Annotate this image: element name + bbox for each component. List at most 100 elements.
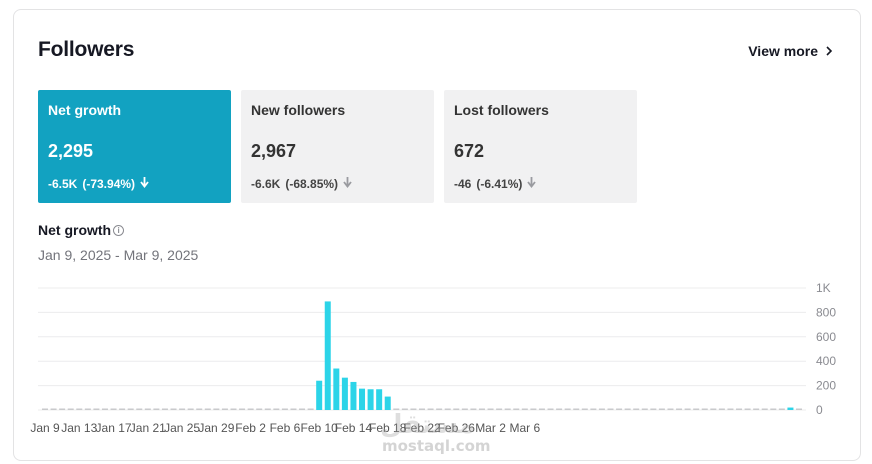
metric-card-lost-followers[interactable]: Lost followers 672 -46 (-6.41%) bbox=[444, 90, 637, 203]
chart-bar[interactable] bbox=[230, 408, 237, 411]
chart-bar[interactable] bbox=[530, 408, 537, 411]
chart-bar[interactable] bbox=[624, 408, 631, 411]
chart-bar[interactable] bbox=[84, 408, 91, 411]
chart-bar[interactable] bbox=[324, 301, 331, 410]
metric-change: -6.5K (-73.94%) bbox=[48, 177, 149, 191]
chart-bar[interactable] bbox=[50, 408, 57, 411]
chart-bar[interactable] bbox=[487, 408, 494, 411]
chart-bar[interactable] bbox=[504, 408, 511, 411]
chart-bar[interactable] bbox=[478, 408, 485, 411]
chart-bar[interactable] bbox=[461, 408, 468, 411]
chart-bar[interactable] bbox=[264, 408, 271, 411]
chart-bar[interactable] bbox=[273, 408, 280, 411]
chart-bar[interactable] bbox=[676, 408, 683, 411]
arrow-down-icon bbox=[527, 177, 537, 191]
chart-bar[interactable] bbox=[736, 408, 743, 411]
chart-bar[interactable] bbox=[67, 408, 74, 411]
chart-bar[interactable] bbox=[796, 408, 802, 411]
chart-bar[interactable] bbox=[384, 396, 391, 410]
chart-bar[interactable] bbox=[778, 408, 785, 411]
view-more-link[interactable]: View more bbox=[748, 43, 834, 59]
chart-bar[interactable] bbox=[538, 408, 545, 411]
chart-bar[interactable] bbox=[607, 408, 614, 411]
date-range: Jan 9, 2025 - Mar 9, 2025 bbox=[38, 247, 199, 263]
chart-bar[interactable] bbox=[718, 408, 725, 411]
chart-bar[interactable] bbox=[196, 408, 203, 411]
chart-bar[interactable] bbox=[153, 408, 160, 411]
chart-bar[interactable] bbox=[393, 408, 400, 411]
chart-bar[interactable] bbox=[341, 377, 348, 410]
chart-bar[interactable] bbox=[247, 408, 254, 411]
chart-bar[interactable] bbox=[693, 408, 700, 411]
chart-bar[interactable] bbox=[453, 408, 460, 411]
chart-bar[interactable] bbox=[410, 408, 417, 411]
chart-bar[interactable] bbox=[436, 408, 443, 411]
chart-bar[interactable] bbox=[187, 408, 194, 411]
chart-bar[interactable] bbox=[427, 408, 434, 411]
chart-bar[interactable] bbox=[42, 408, 48, 411]
chart-bar[interactable] bbox=[744, 408, 751, 411]
chart-bar[interactable] bbox=[513, 408, 520, 411]
chart-bar[interactable] bbox=[144, 408, 151, 411]
metric-card-net-growth[interactable]: Net growth 2,295 -6.5K (-73.94%) bbox=[38, 90, 231, 203]
chart-bar[interactable] bbox=[367, 389, 374, 410]
chart-bar[interactable] bbox=[770, 408, 777, 411]
chart-bar[interactable] bbox=[127, 408, 134, 411]
chart-bar[interactable] bbox=[59, 408, 66, 411]
chart-bar[interactable] bbox=[161, 408, 168, 411]
chart-bar[interactable] bbox=[93, 408, 100, 411]
chart-bar[interactable] bbox=[221, 408, 228, 411]
chart-bar[interactable] bbox=[581, 408, 588, 411]
chart-bar[interactable] bbox=[101, 408, 108, 411]
chart-bar[interactable] bbox=[256, 408, 263, 411]
chart-bar[interactable] bbox=[701, 408, 708, 411]
chart-bar[interactable] bbox=[787, 407, 794, 410]
chart-bar[interactable] bbox=[316, 380, 323, 410]
chart-bar[interactable] bbox=[761, 408, 768, 411]
chart-bar[interactable] bbox=[444, 408, 451, 411]
chart-bar[interactable] bbox=[119, 408, 126, 411]
chart-bar[interactable] bbox=[204, 408, 211, 411]
info-icon[interactable]: i bbox=[113, 224, 125, 236]
chart-bar[interactable] bbox=[401, 408, 408, 411]
chart-bar[interactable] bbox=[556, 408, 563, 411]
chart-bar[interactable] bbox=[564, 408, 571, 411]
chart-bar[interactable] bbox=[281, 408, 288, 411]
chart-bar[interactable] bbox=[616, 408, 623, 411]
chart-bar[interactable] bbox=[667, 408, 674, 411]
chart-bar[interactable] bbox=[170, 408, 177, 411]
chart-bar[interactable] bbox=[727, 408, 734, 411]
page-title: Followers bbox=[38, 38, 135, 61]
metric-card-new-followers[interactable]: New followers 2,967 -6.6K (-68.85%) bbox=[241, 90, 434, 203]
chart-bar[interactable] bbox=[598, 408, 605, 411]
chart-bar[interactable] bbox=[753, 408, 760, 411]
x-tick-label: Feb 22 bbox=[403, 421, 441, 435]
chart-bar[interactable] bbox=[333, 368, 340, 410]
chart-bar[interactable] bbox=[684, 408, 691, 411]
chart-bar[interactable] bbox=[710, 408, 717, 411]
chart-bar[interactable] bbox=[76, 408, 83, 411]
chart-bar[interactable] bbox=[179, 408, 186, 411]
chart-bar[interactable] bbox=[496, 408, 503, 411]
chart-bar[interactable] bbox=[307, 408, 314, 411]
chart-bar[interactable] bbox=[590, 408, 597, 411]
chart-bar[interactable] bbox=[419, 408, 425, 411]
chart-bar[interactable] bbox=[573, 408, 580, 411]
chart-bar[interactable] bbox=[213, 408, 220, 411]
chart-bar[interactable] bbox=[650, 408, 657, 411]
chart-bar[interactable] bbox=[641, 408, 648, 411]
chart-bar[interactable] bbox=[547, 408, 554, 411]
chart-bar[interactable] bbox=[239, 408, 246, 411]
chart-bar[interactable] bbox=[359, 388, 366, 410]
chart-bar[interactable] bbox=[350, 381, 357, 410]
chart-bar[interactable] bbox=[470, 408, 477, 411]
chart-bar[interactable] bbox=[376, 389, 383, 410]
chart-bar[interactable] bbox=[658, 408, 665, 411]
x-tick-label: Jan 29 bbox=[198, 421, 234, 435]
chart-bar[interactable] bbox=[110, 408, 117, 411]
chart-bar[interactable] bbox=[290, 408, 297, 411]
chart-bar[interactable] bbox=[521, 408, 528, 411]
chart-bar[interactable] bbox=[299, 408, 306, 411]
chart-bar[interactable] bbox=[633, 408, 640, 411]
chart-bar[interactable] bbox=[136, 408, 143, 411]
